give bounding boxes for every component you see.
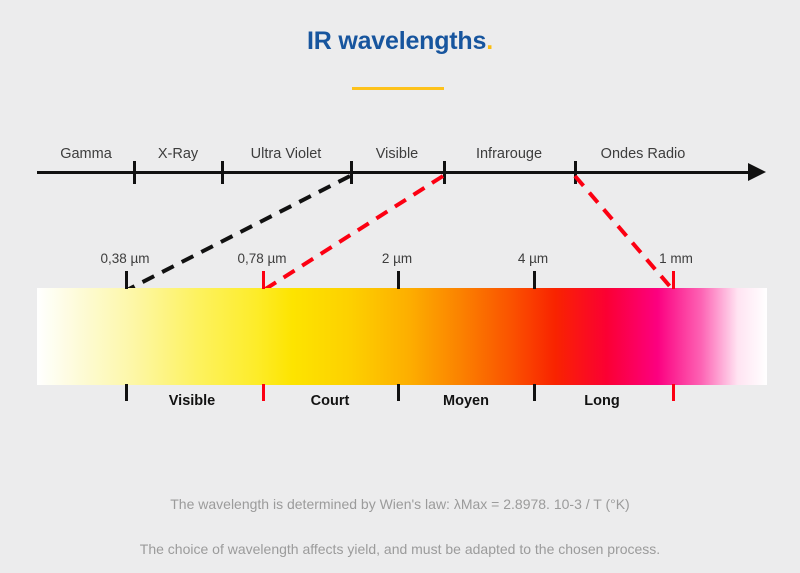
band-tick-038um (125, 384, 128, 401)
marker-tick-038um (125, 271, 128, 289)
band-tick-078um (262, 384, 265, 401)
axis-tick-xray-uv (221, 161, 224, 184)
band-tick-2um (397, 384, 400, 401)
axis-label-xray: X-Ray (157, 146, 199, 162)
connector-uv-visible-to-038 (126, 174, 351, 292)
connector-visible-infrared-to-078 (262, 174, 445, 292)
axis-label-gamma: Gamma (60, 146, 112, 162)
title-underline-rule (352, 87, 444, 90)
band-label-visible: Visible (168, 393, 216, 409)
note-wien-law: The wavelength is determined by Wien's l… (170, 496, 630, 512)
axis-tick-gamma-xray (133, 161, 136, 184)
marker-label-078um: 0,78 µm (237, 251, 287, 266)
note-process-tip: The choice of wavelength affects yield, … (139, 541, 661, 557)
marker-label-2um: 2 µm (381, 251, 413, 266)
band-label-moyen: Moyen (443, 393, 489, 409)
band-label-court: Court (310, 393, 350, 409)
axis-label-ultraviolet: Ultra Violet (250, 146, 322, 162)
marker-label-038um: 0,38 µm (100, 251, 150, 266)
axis-tick-infrared-radio (574, 161, 577, 184)
marker-tick-1mm (672, 271, 675, 289)
band-tick-4um (533, 384, 536, 401)
marker-label-4um: 4 µm (517, 251, 549, 266)
connector-infrared-radio-to-1mm (573, 174, 675, 292)
wavelength-gradient-bar (37, 288, 767, 385)
axis-label-ondes-radio: Ondes Radio (600, 146, 686, 162)
marker-tick-2um (397, 271, 400, 289)
page-title-text: IR wavelengths (307, 27, 487, 55)
axis-label-infrarouge: Infrarouge (475, 146, 543, 162)
axis-tick-uv-visible (350, 161, 353, 184)
axis-tick-visible-infrared (443, 161, 446, 184)
band-label-long: Long (584, 393, 620, 409)
page-title-accent-dot: . (486, 27, 493, 55)
marker-tick-078um (262, 271, 265, 289)
axis-line (37, 171, 757, 174)
band-tick-1mm (672, 384, 675, 401)
marker-label-1mm: 1 mm (659, 251, 693, 266)
page-title: IR wavelengths. (0, 27, 800, 56)
axis-arrow-icon (748, 163, 766, 181)
marker-tick-4um (533, 271, 536, 289)
axis-label-visible: Visible (375, 146, 419, 162)
